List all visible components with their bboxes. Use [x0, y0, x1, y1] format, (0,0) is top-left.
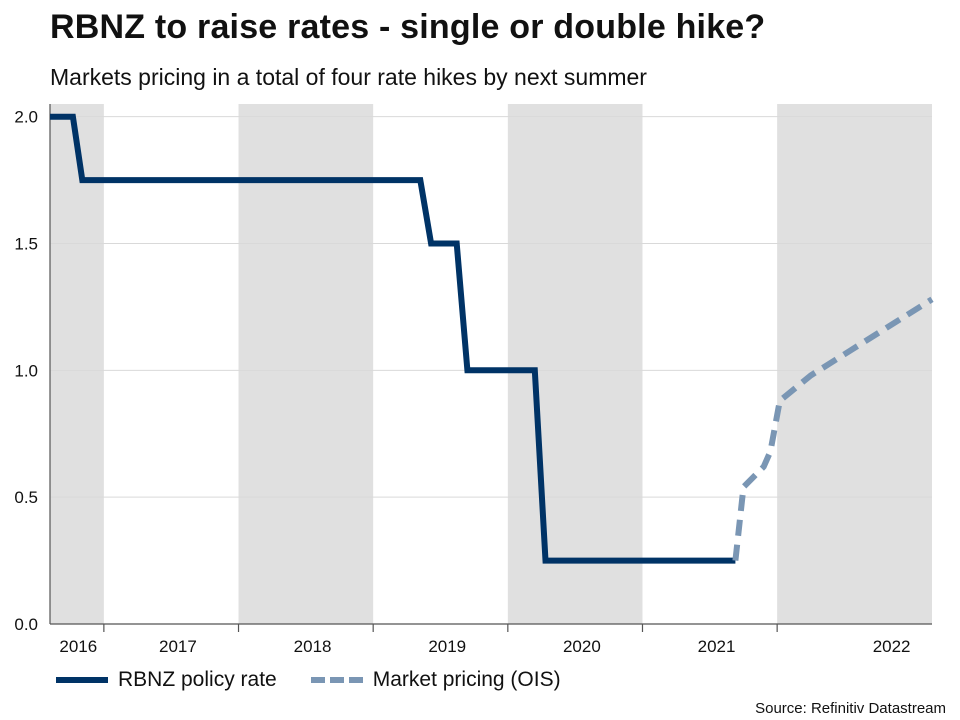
legend-swatch-solid	[56, 677, 108, 683]
legend-item-market-pricing: Market pricing (OIS)	[310, 668, 561, 692]
y-tick-label: 2.0	[14, 108, 38, 127]
source-note: Source: Refinitiv Datastream	[755, 700, 946, 717]
shaded-band-1	[238, 104, 374, 624]
legend-label-policy-rate: RBNZ policy rate	[118, 668, 277, 691]
y-tick-label: 0.5	[14, 488, 38, 507]
shaded-band-2	[507, 104, 643, 624]
y-tick-label: 1.0	[14, 361, 38, 380]
chart-title: RBNZ to raise rates - single or double h…	[50, 8, 766, 46]
x-tick-label: 2022	[873, 637, 911, 656]
x-tick-label: 2016	[59, 637, 97, 656]
shaded-band-3	[777, 104, 932, 624]
legend-label-market-pricing: Market pricing (OIS)	[372, 668, 561, 691]
x-tick-label: 2018	[294, 637, 332, 656]
x-tick-label: 2017	[159, 637, 197, 656]
legend-item-policy-rate: RBNZ policy rate	[56, 668, 277, 692]
y-tick-label: 0.0	[14, 615, 38, 634]
chart-subtitle: Markets pricing in a total of four rate …	[50, 64, 647, 90]
x-tick-label: 2021	[698, 637, 736, 656]
shaded-band-0	[50, 104, 104, 624]
legend-swatch-dashed	[310, 677, 363, 683]
legend: RBNZ policy rate Market pricing (OIS)	[56, 666, 595, 694]
y-tick-label: 1.5	[14, 235, 38, 254]
series-line-policy-rate	[50, 113, 736, 564]
series-line-market-pricing	[732, 296, 934, 561]
x-tick-label: 2020	[563, 637, 601, 656]
x-tick-label: 2019	[428, 637, 466, 656]
